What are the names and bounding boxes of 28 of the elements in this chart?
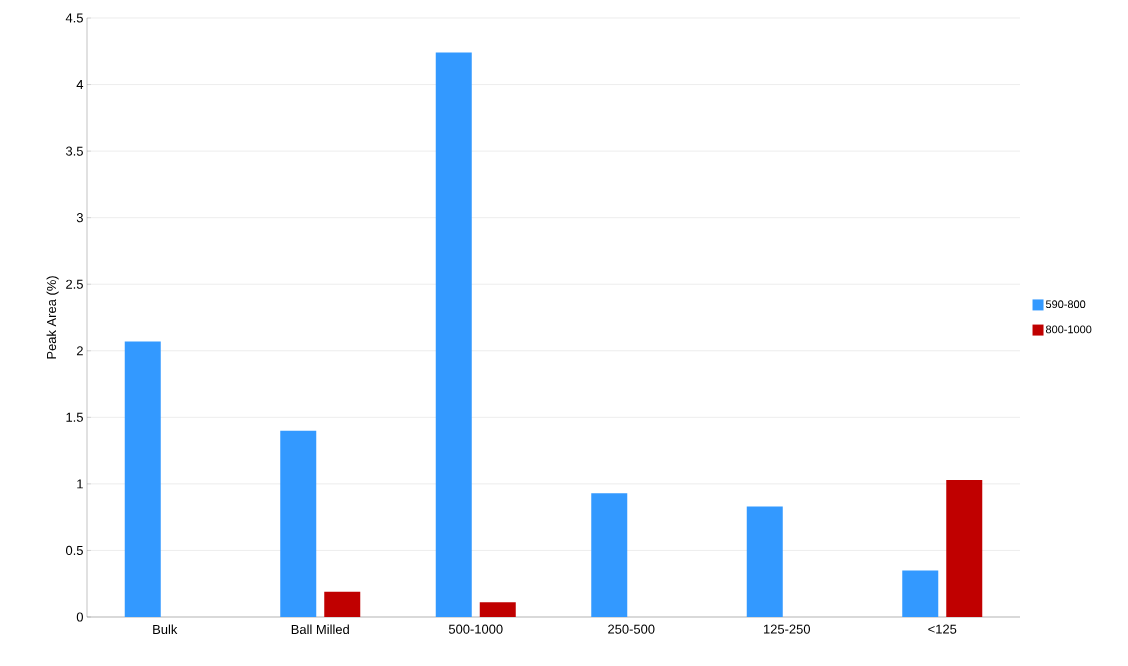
bar — [746, 506, 783, 617]
y-tick-label: 4.5 — [65, 13, 83, 23]
y-tick-label: 3 — [76, 213, 83, 223]
x-tick-label: Bulk — [153, 624, 178, 635]
y-tick-label: 2.5 — [66, 279, 83, 289]
bar — [479, 602, 516, 617]
bar — [902, 570, 939, 617]
y-axis-title: Peak Area (%) — [46, 276, 59, 359]
x-tick-label: 125-250 — [763, 624, 811, 634]
legend-label: 590-800 — [1045, 300, 1086, 309]
bar — [124, 341, 161, 617]
x-tick-label: 250-500 — [608, 624, 655, 634]
y-tick-label: 1 — [77, 479, 83, 489]
legend-label: 800-1000 — [1045, 325, 1092, 334]
x-tick-label: <125 — [928, 624, 957, 634]
y-tick-label: 0.5 — [65, 545, 83, 556]
x-tick-label: 500-1000 — [448, 624, 503, 634]
y-tick-label: 2 — [76, 346, 83, 356]
bar — [591, 493, 628, 617]
y-tick-label: 4 — [76, 80, 84, 90]
bar — [280, 430, 317, 617]
y-tick-label: 1.5 — [66, 412, 83, 422]
y-tick-label: 0 — [76, 612, 83, 622]
bar — [946, 479, 983, 617]
y-tick-label: 3.5 — [65, 146, 83, 156]
bar — [435, 52, 472, 617]
x-tick-label: Ball Milled — [291, 624, 349, 635]
bar — [324, 591, 361, 617]
